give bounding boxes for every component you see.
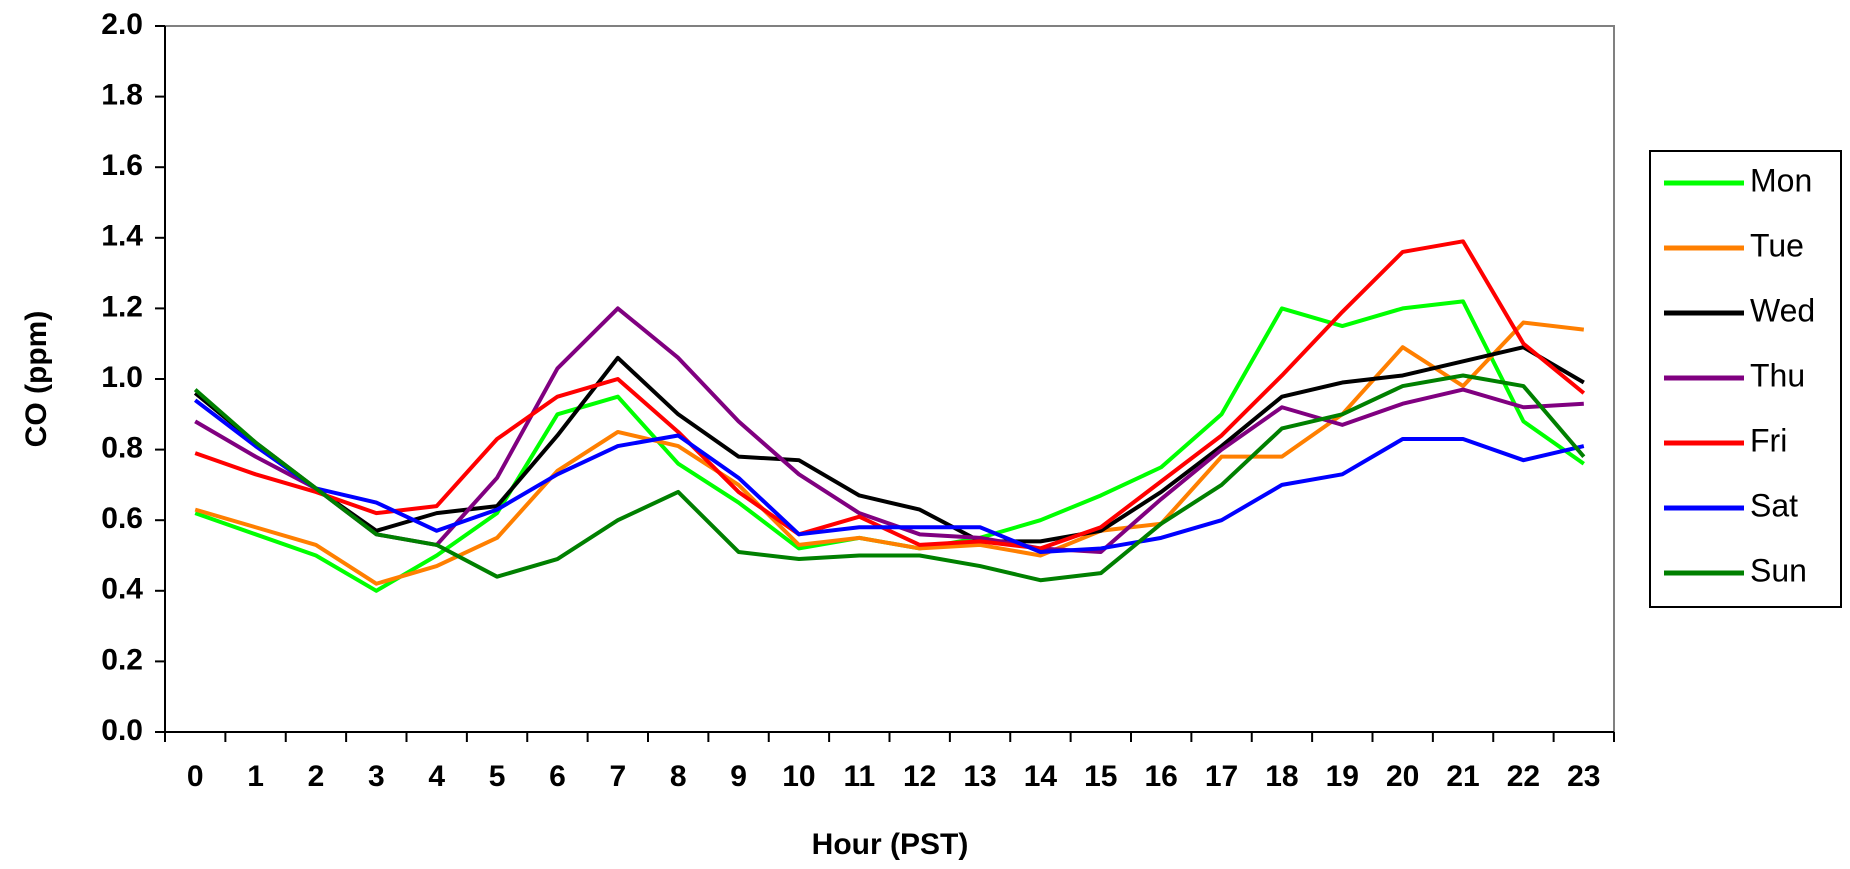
x-tick-label: 22 [1507, 760, 1540, 793]
y-tick-label: 0.4 [101, 573, 143, 606]
x-tick-label: 9 [730, 760, 747, 793]
x-tick-label: 14 [1024, 760, 1058, 793]
y-tick-label: 1.0 [101, 361, 143, 394]
legend-label: Mon [1750, 162, 1812, 198]
series-line [193, 345, 1585, 544]
y-tick-label: 0.2 [101, 643, 143, 676]
y-axis-title: CO (ppm) [20, 311, 53, 448]
x-tick-label: 8 [670, 760, 687, 793]
y-tick-label: 0.0 [101, 714, 143, 747]
legend-label: Thu [1750, 357, 1805, 393]
x-tick-label: 16 [1145, 760, 1178, 793]
x-tick-label: 3 [368, 760, 385, 793]
y-tick-label: 1.2 [101, 290, 143, 323]
legend-label: Tue [1750, 227, 1804, 263]
legend-label: Fri [1750, 422, 1787, 458]
x-tick-label: 23 [1567, 760, 1600, 793]
series-line [193, 373, 1586, 583]
legend-label: Wed [1750, 292, 1815, 328]
x-tick-label: 7 [609, 760, 626, 793]
legend: Mon Tue Wed Thu Fri Sat Sun [1649, 150, 1842, 608]
y-tick-label: 0.6 [101, 502, 143, 535]
x-tick-label: 11 [843, 760, 875, 793]
y-tick-label: 0.8 [101, 432, 143, 465]
x-tick-label: 4 [428, 760, 445, 793]
x-tick-label: 15 [1084, 760, 1117, 793]
x-tick-label: 20 [1386, 760, 1419, 793]
x-tick-label: 0 [187, 760, 204, 793]
series-line [194, 320, 1585, 586]
x-tick-label: 17 [1205, 760, 1238, 793]
x-tick-label: 12 [903, 760, 936, 793]
series-line [193, 398, 1585, 554]
plot-area [164, 25, 1615, 733]
x-tick-label: 19 [1326, 760, 1359, 793]
y-tick-label: 2.0 [101, 8, 143, 41]
y-tick-label: 1.8 [101, 79, 143, 112]
x-axis-title: Hour (PST) [812, 828, 969, 861]
x-tick-label: 2 [308, 760, 325, 793]
x-tick-label: 1 [247, 760, 264, 793]
x-tick-label: 13 [963, 760, 996, 793]
y-tick-label: 1.6 [101, 149, 143, 182]
x-tick-label: 10 [782, 760, 815, 793]
x-tick-label: 6 [549, 760, 566, 793]
series-line [194, 239, 1586, 551]
x-tick-label: 18 [1265, 760, 1298, 793]
x-tick-label: 5 [489, 760, 506, 793]
legend-label: Sun [1750, 552, 1807, 588]
legend-label: Sat [1750, 487, 1798, 523]
x-tick-label: 21 [1446, 760, 1479, 793]
y-tick-label: 1.4 [101, 220, 143, 253]
